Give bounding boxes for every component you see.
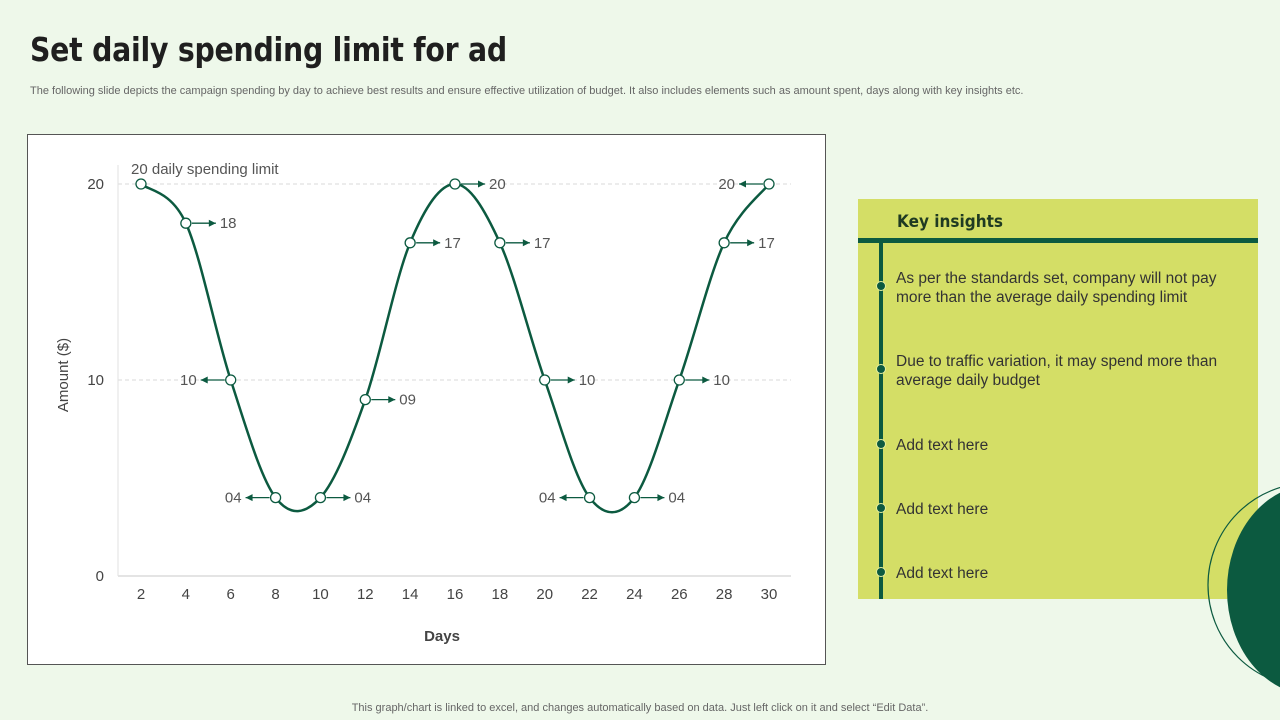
x-tick-labels: 2 4 6 8 10 12 14 16 18 20 22 24 26 28 30 [137,586,778,603]
x-tick-label: 28 [716,586,733,603]
data-label: 04 [539,490,556,507]
insights-timeline [879,241,883,599]
y-axis-title: Amount ($) [55,338,72,412]
data-points [135,178,775,504]
data-label: 04 [354,490,371,507]
x-tick-label: 20 [536,586,553,603]
line-chart[interactable]: 0 10 20 2 4 6 8 10 12 14 16 18 20 22 24 26 28 30 18 10 04 0… [27,134,826,665]
timeline-dot-icon [876,281,886,291]
x-tick-label: 8 [271,586,279,603]
data-point [269,491,282,504]
y-tick-label: 20 [87,176,104,193]
timeline-dot-icon [876,364,886,374]
arrowhead-icon [208,219,216,227]
x-tick-label: 4 [182,586,190,603]
data-point [314,491,327,504]
arrowhead-icon [739,180,746,188]
data-point [583,491,596,504]
key-insights-panel: Key insights As per the standards set, c… [858,199,1258,599]
insight-text: Add text here [896,501,989,518]
data-label: 17 [758,235,775,252]
insight-text: Add text here [896,437,989,454]
data-label: 04 [225,490,242,507]
data-point [449,178,461,190]
data-point [628,491,641,504]
arrowhead-icon [702,376,710,384]
arrowhead-icon [388,396,396,404]
arrowhead-icon [200,376,208,384]
data-label: 10 [180,372,197,389]
insight-text: Add text here [896,565,989,582]
arrowhead-icon [343,494,351,502]
data-point [763,178,775,190]
page-subtitle: The following slide depicts the campaign… [30,85,1024,97]
series-line [140,182,770,514]
x-axis-title: Days [424,628,460,645]
label-arrows [191,180,763,502]
data-point [673,374,685,386]
data-point [404,237,416,249]
data-label: 20 [718,176,735,193]
x-tick-label: 22 [581,586,598,603]
arrowhead-icon [747,239,755,247]
data-point [180,217,192,229]
data-point [225,374,237,386]
y-tick-label: 10 [87,372,104,389]
x-tick-label: 6 [227,586,235,603]
arrowhead-icon [522,239,530,247]
arrowhead-icon [657,494,665,502]
arrowhead-icon [433,239,441,247]
data-label: 17 [444,235,461,252]
timeline-dot-icon [876,567,886,577]
data-point [135,178,147,190]
x-tick-label: 26 [671,586,688,603]
x-tick-label: 16 [447,586,464,603]
y-tick-label: 0 [96,568,104,585]
x-tick-label: 14 [402,586,419,603]
footer-note: This graph/chart is linked to excel, and… [351,702,929,714]
y-tick-labels: 0 10 20 [87,176,104,585]
arrowhead-icon [567,376,575,384]
data-label: 20 [489,176,506,193]
x-tick-label: 2 [137,586,145,603]
insights-divider [858,238,1258,243]
x-tick-label: 18 [492,586,509,603]
data-label: 09 [399,392,416,409]
data-label: 18 [220,215,237,232]
data-label: 17 [534,235,551,252]
data-label: 10 [579,372,596,389]
chart-annotation: 20 daily spending limit [131,161,279,178]
data-label: 10 [713,372,730,389]
timeline-dot-icon [876,439,886,449]
timeline-dot-icon [876,503,886,513]
x-tick-label: 10 [312,586,329,603]
data-point [494,237,506,249]
decorative-leaf-shape [1207,486,1280,688]
data-point [718,237,730,249]
insights-title: Key insights [897,212,1004,232]
arrowhead-icon [559,494,567,502]
page-title: Set daily spending limit for ad [30,30,507,69]
data-point [359,393,371,406]
arrowhead-icon [245,494,253,502]
data-label: 04 [668,490,685,507]
x-tick-label: 24 [626,586,643,603]
data-point [539,374,551,386]
data-labels: 18 10 04 04 09 17 20 17 10 04 04 10 17 20 [180,176,775,507]
insight-text: Due to traffic variation, it may spend m… [896,353,1218,389]
insight-text: As per the standards set, company will n… [896,270,1217,306]
x-tick-label: 12 [357,586,374,603]
x-tick-label: 30 [761,586,778,603]
arrowhead-icon [478,180,485,188]
